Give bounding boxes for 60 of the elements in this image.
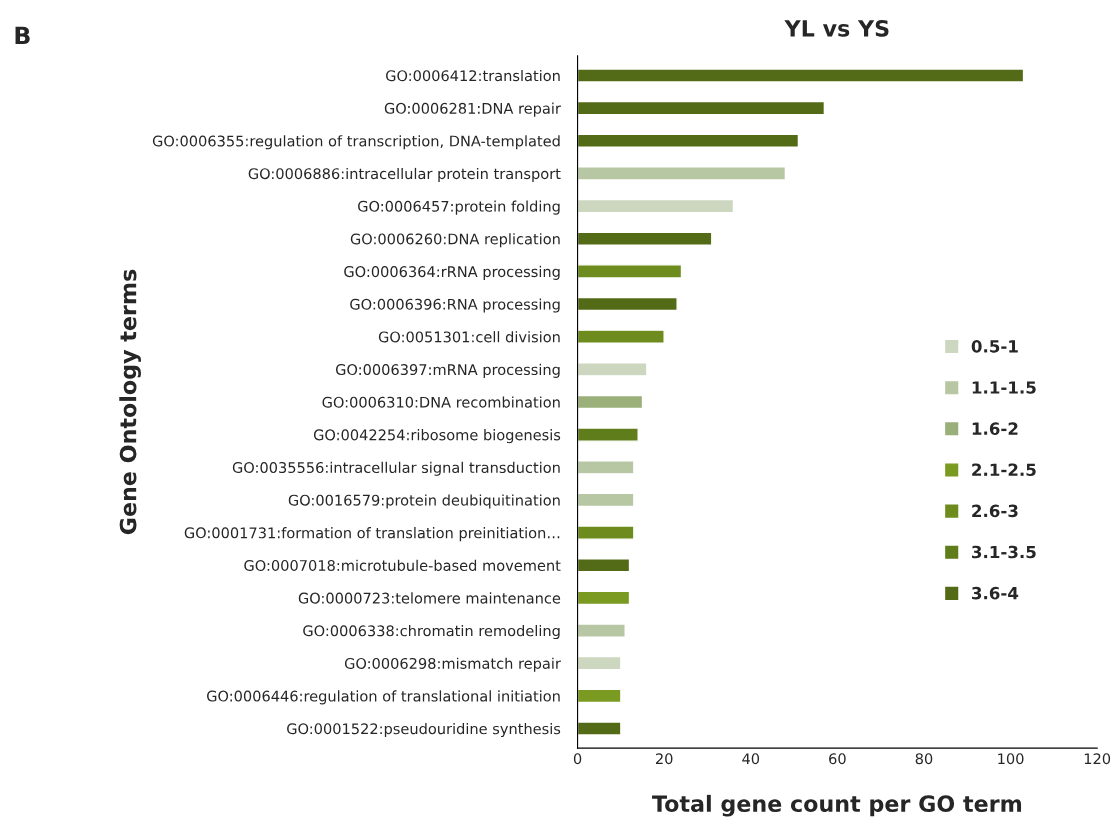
legend-label: 2.6-3 [972, 504, 1018, 518]
bar [577, 558, 631, 573]
bar [577, 394, 644, 410]
y-tick-label: GO:0006397:mRNA processing [335, 363, 560, 378]
bar [577, 133, 800, 148]
y-tick-label: GO:0006396:RNA processing [350, 298, 560, 313]
y-tick-label: GO:0006338:chromatin remodeling [303, 625, 560, 640]
x-tick-label: 60 [829, 753, 846, 765]
y-tick-label: GO:0006310:DNA recombination [322, 396, 560, 408]
y-tick-label: GO:0000723:telomere maintenance [298, 592, 561, 604]
bar [577, 296, 678, 312]
y-tick-label: GO:0001522:pseudouridine synthesis [287, 722, 561, 738]
y-tick-label: GO:0016579:protein deubiquitination [288, 494, 560, 509]
x-tick-label: 40 [742, 753, 760, 765]
y-tick-label: GO:0006298:mismatch repair [344, 657, 561, 672]
bar [577, 198, 735, 214]
legend-label: 0.5-1 [971, 340, 1018, 353]
y-tick-label: GO:0006886:intracellular protein transport [248, 167, 561, 182]
x-tick-label: 80 [915, 753, 933, 765]
y-tick-label: GO:0006446:regulation of translational initiation [207, 690, 560, 705]
bar [577, 655, 622, 671]
bar [577, 166, 787, 181]
x-tick-label: 100 [998, 753, 1024, 765]
bar [577, 264, 683, 279]
x-tick-label: 0 [573, 753, 582, 765]
bar [577, 721, 622, 736]
x-tick-label: 120 [1084, 753, 1111, 765]
y-tick-label: GO:0007018:microtubule-based movement [244, 559, 561, 571]
y-tick-label: GO:0006457:protein folding [358, 200, 560, 215]
y-tick-label: GO:0035556:intracellular signal transduction [232, 461, 560, 476]
y-tick-label: GO:0006355:regulation of transcription, DNA-templated [152, 135, 560, 150]
y-tick-label: GO:0006364:rRNA processing [344, 265, 560, 280]
legend-label: 3.6-4 [972, 586, 1019, 600]
bar [577, 427, 639, 442]
legend-label: 3.1-3.5 [972, 545, 1036, 559]
chart-title: YL vs YS [784, 19, 889, 37]
bar [577, 590, 631, 606]
bar [577, 688, 622, 704]
y-tick-label: GO:0042254:ribosome biogenesis [313, 429, 561, 444]
bar [577, 525, 635, 540]
y-tick-label: GO:0006281:DNA repair [384, 102, 561, 117]
bar [577, 362, 648, 377]
legend-label: 1.6-2 [972, 422, 1018, 435]
bar [577, 329, 665, 344]
y-tick-label: GO:0006412:translation [386, 69, 560, 82]
bar [577, 231, 713, 246]
y-axis-title: Gene Ontology terms [119, 269, 141, 535]
bar [577, 100, 826, 116]
bar [577, 492, 635, 508]
bar [577, 68, 1025, 83]
text: B [15, 26, 30, 45]
legend-label: 1.1-1.5 [972, 381, 1036, 394]
x-tick-label: 20 [655, 753, 673, 765]
legend-label: 2.1-2.5 [972, 463, 1036, 477]
bar [577, 460, 635, 475]
bar [577, 623, 626, 638]
y-tick-label: GO:0001731:formation of translation preinitiation… [184, 527, 560, 542]
y-tick-label: GO:0006260:DNA replication [350, 233, 560, 248]
y-tick-label: GO:0051301:cell division [378, 331, 560, 343]
x-axis-title: Total gene count per GO term [652, 794, 1022, 817]
